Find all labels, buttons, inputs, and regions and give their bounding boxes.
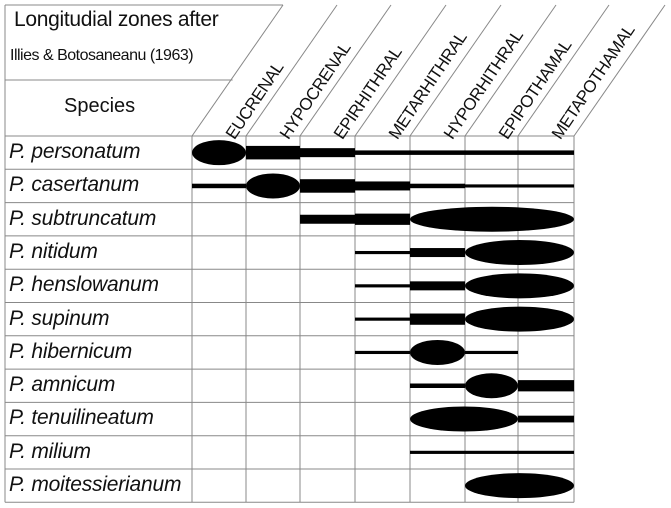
abundance-peak-ellipse	[465, 373, 518, 399]
abundance-peak-ellipse	[465, 240, 574, 266]
zone-header-divider	[573, 4, 666, 137]
abundance-bar	[518, 415, 574, 423]
species-label: P. supinum	[9, 306, 110, 330]
abundance-bar	[465, 184, 518, 188]
abundance-peak-ellipse	[246, 173, 300, 199]
species-label: P. henslowanum	[9, 273, 159, 297]
abundance-bar	[300, 148, 355, 158]
zone-header-divider	[191, 4, 284, 137]
abundance-bar	[410, 313, 465, 325]
abundance-peak-ellipse	[465, 306, 574, 332]
abundance-bar	[355, 284, 410, 288]
abundance-peak-ellipse	[465, 473, 574, 499]
abundance-bar	[355, 250, 410, 255]
title-line-2: Illies & Botosaneanu (1963)	[10, 47, 194, 64]
abundance-bar	[355, 350, 410, 355]
abundance-bar	[300, 179, 355, 193]
abundance-bar	[410, 450, 465, 454]
zone-header-divider	[464, 4, 557, 137]
species-label: P. amnicum	[9, 373, 116, 397]
species-label: P. milium	[9, 439, 91, 463]
zone-header-divider	[517, 4, 610, 137]
abundance-bar	[465, 350, 518, 355]
abundance-bar	[518, 450, 574, 454]
species-label: P. moitessierianum	[9, 473, 182, 496]
abundance-bar	[300, 214, 355, 224]
abundance-bar	[410, 150, 465, 155]
species-label: P. personatum	[9, 140, 141, 163]
species-label: P. hibernicum	[9, 339, 133, 363]
abundance-bar	[355, 181, 410, 191]
abundance-bar	[410, 248, 465, 258]
abundance-bar	[465, 150, 518, 155]
species-label: P. subtruncatum	[9, 206, 157, 230]
species-label: P. tenuilineatum	[9, 406, 154, 430]
abundance-bar	[246, 145, 300, 160]
zone-header-divider	[299, 4, 392, 137]
title-line-1: Longitudial zones after	[14, 8, 219, 31]
abundance-bar	[410, 281, 465, 291]
zone-header-divider	[354, 4, 447, 137]
zone-header-divider	[245, 4, 338, 137]
abundance-bar	[518, 380, 574, 392]
abundance-peak-ellipse	[410, 339, 465, 365]
abundance-bar	[465, 450, 518, 454]
abundance-peak-ellipse	[410, 406, 518, 432]
abundance-peak-ellipse	[192, 140, 246, 166]
species-label: P. casertanum	[9, 173, 140, 197]
abundance-bar	[355, 150, 410, 155]
abundance-bar	[410, 183, 465, 189]
abundance-peak-ellipse	[410, 206, 574, 232]
abundance-bar	[192, 183, 246, 189]
species-column-header: Species	[64, 95, 136, 117]
abundance-bar	[518, 150, 574, 155]
abundance-bar	[355, 317, 410, 321]
species-label: P. nitidum	[9, 239, 98, 263]
abundance-bar	[355, 213, 410, 225]
zone-header-divider	[409, 4, 502, 137]
abundance-peak-ellipse	[465, 273, 574, 299]
abundance-bar	[410, 383, 465, 388]
abundance-bar	[518, 184, 574, 188]
